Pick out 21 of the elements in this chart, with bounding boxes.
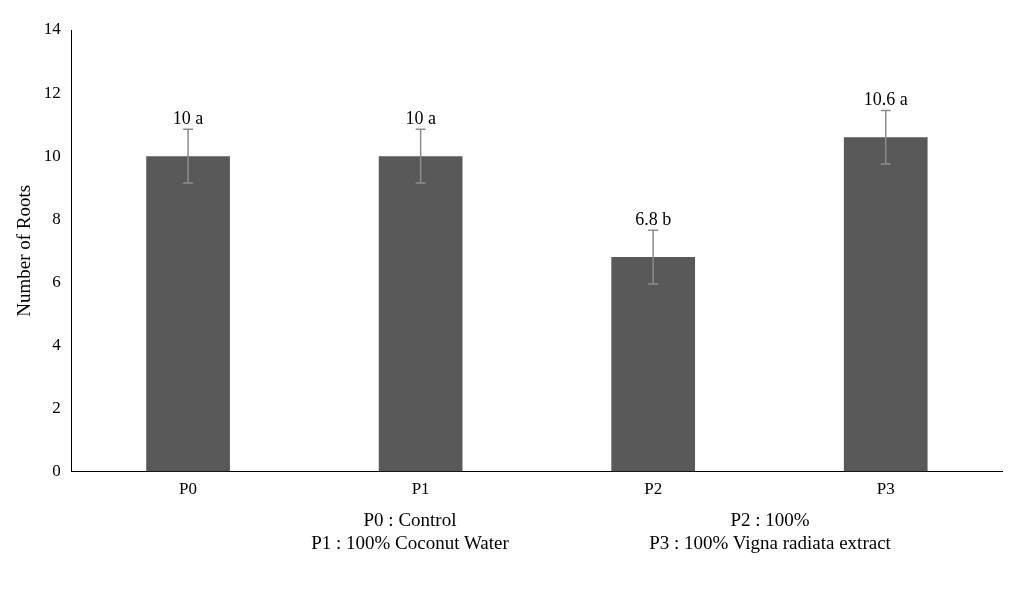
y-axis-title: Number of Roots bbox=[13, 184, 35, 317]
data-label: 10.6 a bbox=[863, 89, 908, 110]
y-tick-label: 14 bbox=[43, 19, 62, 39]
text: P3 : 100% Vigna radiata extract bbox=[648, 531, 892, 554]
x-tick-label: P2 bbox=[644, 479, 663, 499]
text: P2 : 100% bbox=[729, 508, 811, 531]
x-tick-label: P1 bbox=[411, 479, 430, 499]
y-tick-label: 4 bbox=[52, 334, 62, 354]
x-tick-label: P3 bbox=[876, 479, 895, 499]
y-tick-label: 0 bbox=[52, 461, 61, 481]
x-tick-label: P0 bbox=[179, 479, 198, 499]
y-tick-label: 12 bbox=[43, 82, 61, 102]
y-tick-label: 10 bbox=[43, 145, 61, 165]
data-label: 10 a bbox=[405, 108, 436, 129]
y-tick-label: 8 bbox=[52, 208, 61, 228]
data-label: 10 a bbox=[172, 108, 204, 129]
y-tick-label: 2 bbox=[52, 397, 61, 417]
text: P1 : 100% Coconut Water bbox=[310, 531, 510, 554]
text: P0 : Control bbox=[362, 508, 458, 531]
y-tick-label: 6 bbox=[52, 271, 61, 291]
data-label: 6.8 b bbox=[635, 209, 672, 230]
